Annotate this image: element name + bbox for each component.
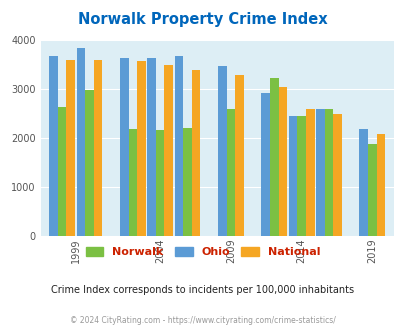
Bar [333,114,341,236]
Bar [376,134,384,236]
Bar [324,109,333,236]
Bar [315,109,324,236]
Bar [278,87,286,236]
Bar [156,130,164,236]
Bar [147,58,156,236]
Bar [137,61,145,236]
Bar [164,65,173,236]
Bar [192,70,200,236]
Bar [183,128,192,236]
Bar [367,144,376,236]
Bar [261,93,269,236]
Bar [58,107,66,236]
Bar [119,58,128,236]
Bar [296,116,305,236]
Bar [226,109,234,236]
Bar [234,75,243,236]
Bar [217,66,226,236]
Bar [77,49,85,236]
Bar [94,60,102,236]
Bar [49,56,58,236]
Bar [305,109,314,236]
Bar [358,129,367,236]
Bar [66,60,75,236]
Bar [269,78,278,236]
Text: © 2024 CityRating.com - https://www.cityrating.com/crime-statistics/: © 2024 CityRating.com - https://www.city… [70,316,335,325]
Text: Crime Index corresponds to incidents per 100,000 inhabitants: Crime Index corresponds to incidents per… [51,285,354,295]
Legend: Norwalk, Ohio, National: Norwalk, Ohio, National [81,242,324,262]
Bar [85,90,94,236]
Bar [288,116,296,236]
Text: Norwalk Property Crime Index: Norwalk Property Crime Index [78,12,327,26]
Bar [174,56,183,236]
Bar [128,129,137,236]
